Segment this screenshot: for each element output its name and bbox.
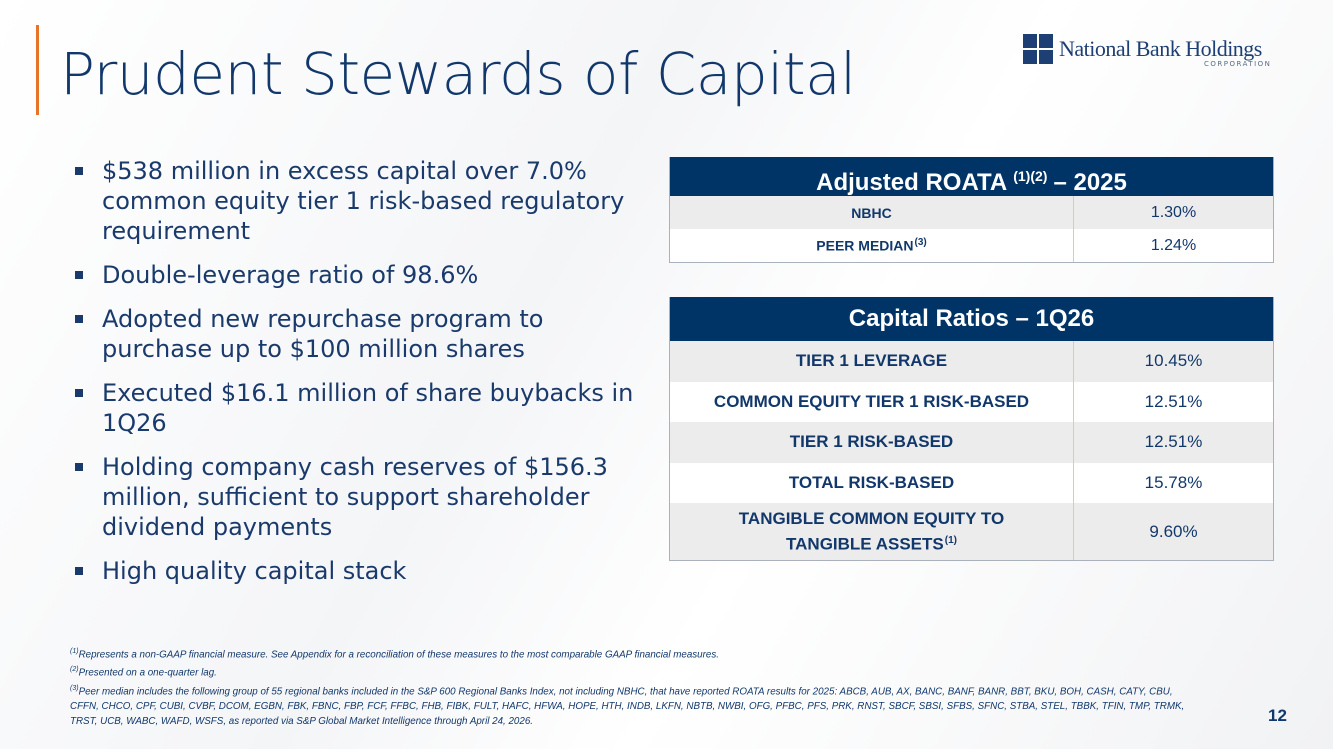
bullet: Double-leverage ratio of 98.6% xyxy=(75,260,635,290)
table-header: Capital Ratios – 1Q26 xyxy=(670,297,1273,341)
table-row: COMMON EQUITY TIER 1 RISK-BASED 12.51% xyxy=(670,381,1273,422)
footnote-mark: (3) xyxy=(70,684,79,692)
row-label-cell: TANGIBLE COMMON EQUITY TO TANGIBLE ASSET… xyxy=(670,503,1074,560)
row-label-wrap: TANGIBLE COMMON EQUITY TO TANGIBLE ASSET… xyxy=(712,508,1032,556)
footnote: (1)Represents a non-GAAP financial measu… xyxy=(70,644,1200,662)
footnote-mark: (2) xyxy=(70,666,79,674)
row-label-wrap: TOTAL RISK-BASED xyxy=(789,473,954,493)
table-row: TANGIBLE COMMON EQUITY TO TANGIBLE ASSET… xyxy=(670,503,1273,560)
logo-icon xyxy=(1023,34,1053,64)
header-suffix: – 2025 xyxy=(1053,169,1127,196)
accent-bar xyxy=(36,25,39,115)
bullet: High quality capital stack xyxy=(75,556,635,586)
table-body: NBHC 1.30% PEER MEDIAN(3) 1.24% xyxy=(670,196,1273,262)
row-label-cell: NBHC xyxy=(670,196,1074,229)
footnote: (3)Peer median includes the following gr… xyxy=(70,681,1200,729)
header-text: Adjusted ROATA xyxy=(816,169,1008,196)
row-label: TOTAL RISK-BASED xyxy=(788,472,955,492)
table-row: TIER 1 LEVERAGE 10.45% xyxy=(670,341,1273,382)
row-label-wrap: TIER 1 RISK-BASED xyxy=(790,432,953,452)
roata-table: Adjusted ROATA (1)(2) – 2025 NBHC 1.30% PEER… xyxy=(669,157,1274,263)
footnote: (2)Presented on a one-quarter lag. xyxy=(70,662,1200,680)
row-label-wrap: NBHC xyxy=(851,205,891,221)
logo-name: National Bank Holdings xyxy=(1059,36,1262,61)
row-label-sup: (1) xyxy=(944,534,957,546)
header-sup: (1)(2) xyxy=(1013,168,1048,184)
footnote-text: Peer median includes the following group… xyxy=(70,685,1185,727)
row-label: PEER MEDIAN xyxy=(816,237,914,254)
row-value: 12.51% xyxy=(1144,391,1203,411)
bullet: Holding company cash reserves of $156.3 … xyxy=(75,452,635,542)
row-label: NBHC xyxy=(851,204,892,221)
row-value: 15.78% xyxy=(1144,472,1203,492)
bullet: Executed $16.1 million of share buybacks… xyxy=(75,378,635,438)
table-row: PEER MEDIAN(3) 1.24% xyxy=(670,229,1273,262)
row-label-cell: TOTAL RISK-BASED xyxy=(670,462,1074,503)
row-label: TIER 1 RISK-BASED xyxy=(789,432,954,452)
bullet: $538 million in excess capital over 7.0%… xyxy=(75,156,635,246)
bullet: Adopted new repurchase program to purcha… xyxy=(75,304,635,364)
logo: National Bank Holdings CORPORATION xyxy=(1023,32,1303,72)
table-header: Adjusted ROATA (1)(2) – 2025 xyxy=(670,157,1273,196)
row-label: TANGIBLE COMMON EQUITY TO TANGIBLE ASSET… xyxy=(738,508,1005,554)
capital-table: Capital Ratios – 1Q26 TIER 1 LEVERAGE 10.… xyxy=(669,297,1274,561)
row-value: 1.24% xyxy=(1150,236,1197,254)
row-label-wrap: PEER MEDIAN(3) xyxy=(816,237,926,254)
row-value: 1.30% xyxy=(1150,203,1197,221)
table-body: TIER 1 LEVERAGE 10.45% COMMON EQUITY TIER … xyxy=(670,341,1273,560)
row-label-sup: (3) xyxy=(914,237,927,249)
page-number: 12 xyxy=(1268,706,1287,725)
table-row: TOTAL RISK-BASED 15.78% xyxy=(670,462,1273,503)
slide-title: Prudent Stewards of Capital xyxy=(60,40,856,108)
logo-sub: CORPORATION xyxy=(1204,60,1272,68)
footnote-text: Presented on a one-quarter lag. xyxy=(78,667,217,679)
row-label-cell: TIER 1 RISK-BASED xyxy=(670,422,1074,463)
footnotes: (1)Represents a non-GAAP financial measu… xyxy=(70,644,1200,729)
row-label-cell: PEER MEDIAN(3) xyxy=(670,229,1074,262)
row-label-wrap: COMMON EQUITY TIER 1 RISK-BASED xyxy=(714,392,1029,412)
row-label-cell: TIER 1 LEVERAGE xyxy=(670,341,1074,382)
row-label-wrap: TIER 1 LEVERAGE xyxy=(796,351,947,371)
row-label: TIER 1 LEVERAGE xyxy=(795,351,948,371)
row-value: 9.60% xyxy=(1149,521,1198,541)
row-value: 12.51% xyxy=(1144,432,1203,452)
row-value: 10.45% xyxy=(1144,351,1203,371)
bullet-list: $538 million in excess capital over 7.0%… xyxy=(75,156,635,600)
table-row: NBHC 1.30% xyxy=(670,196,1273,229)
footnote-text: Represents a non-GAAP financial measure.… xyxy=(78,649,719,661)
footnote-mark: (1) xyxy=(70,648,79,655)
table-row: TIER 1 RISK-BASED 12.51% xyxy=(670,422,1273,463)
row-label: COMMON EQUITY TIER 1 RISK-BASED xyxy=(713,391,1030,411)
row-label-cell: COMMON EQUITY TIER 1 RISK-BASED xyxy=(670,381,1074,422)
